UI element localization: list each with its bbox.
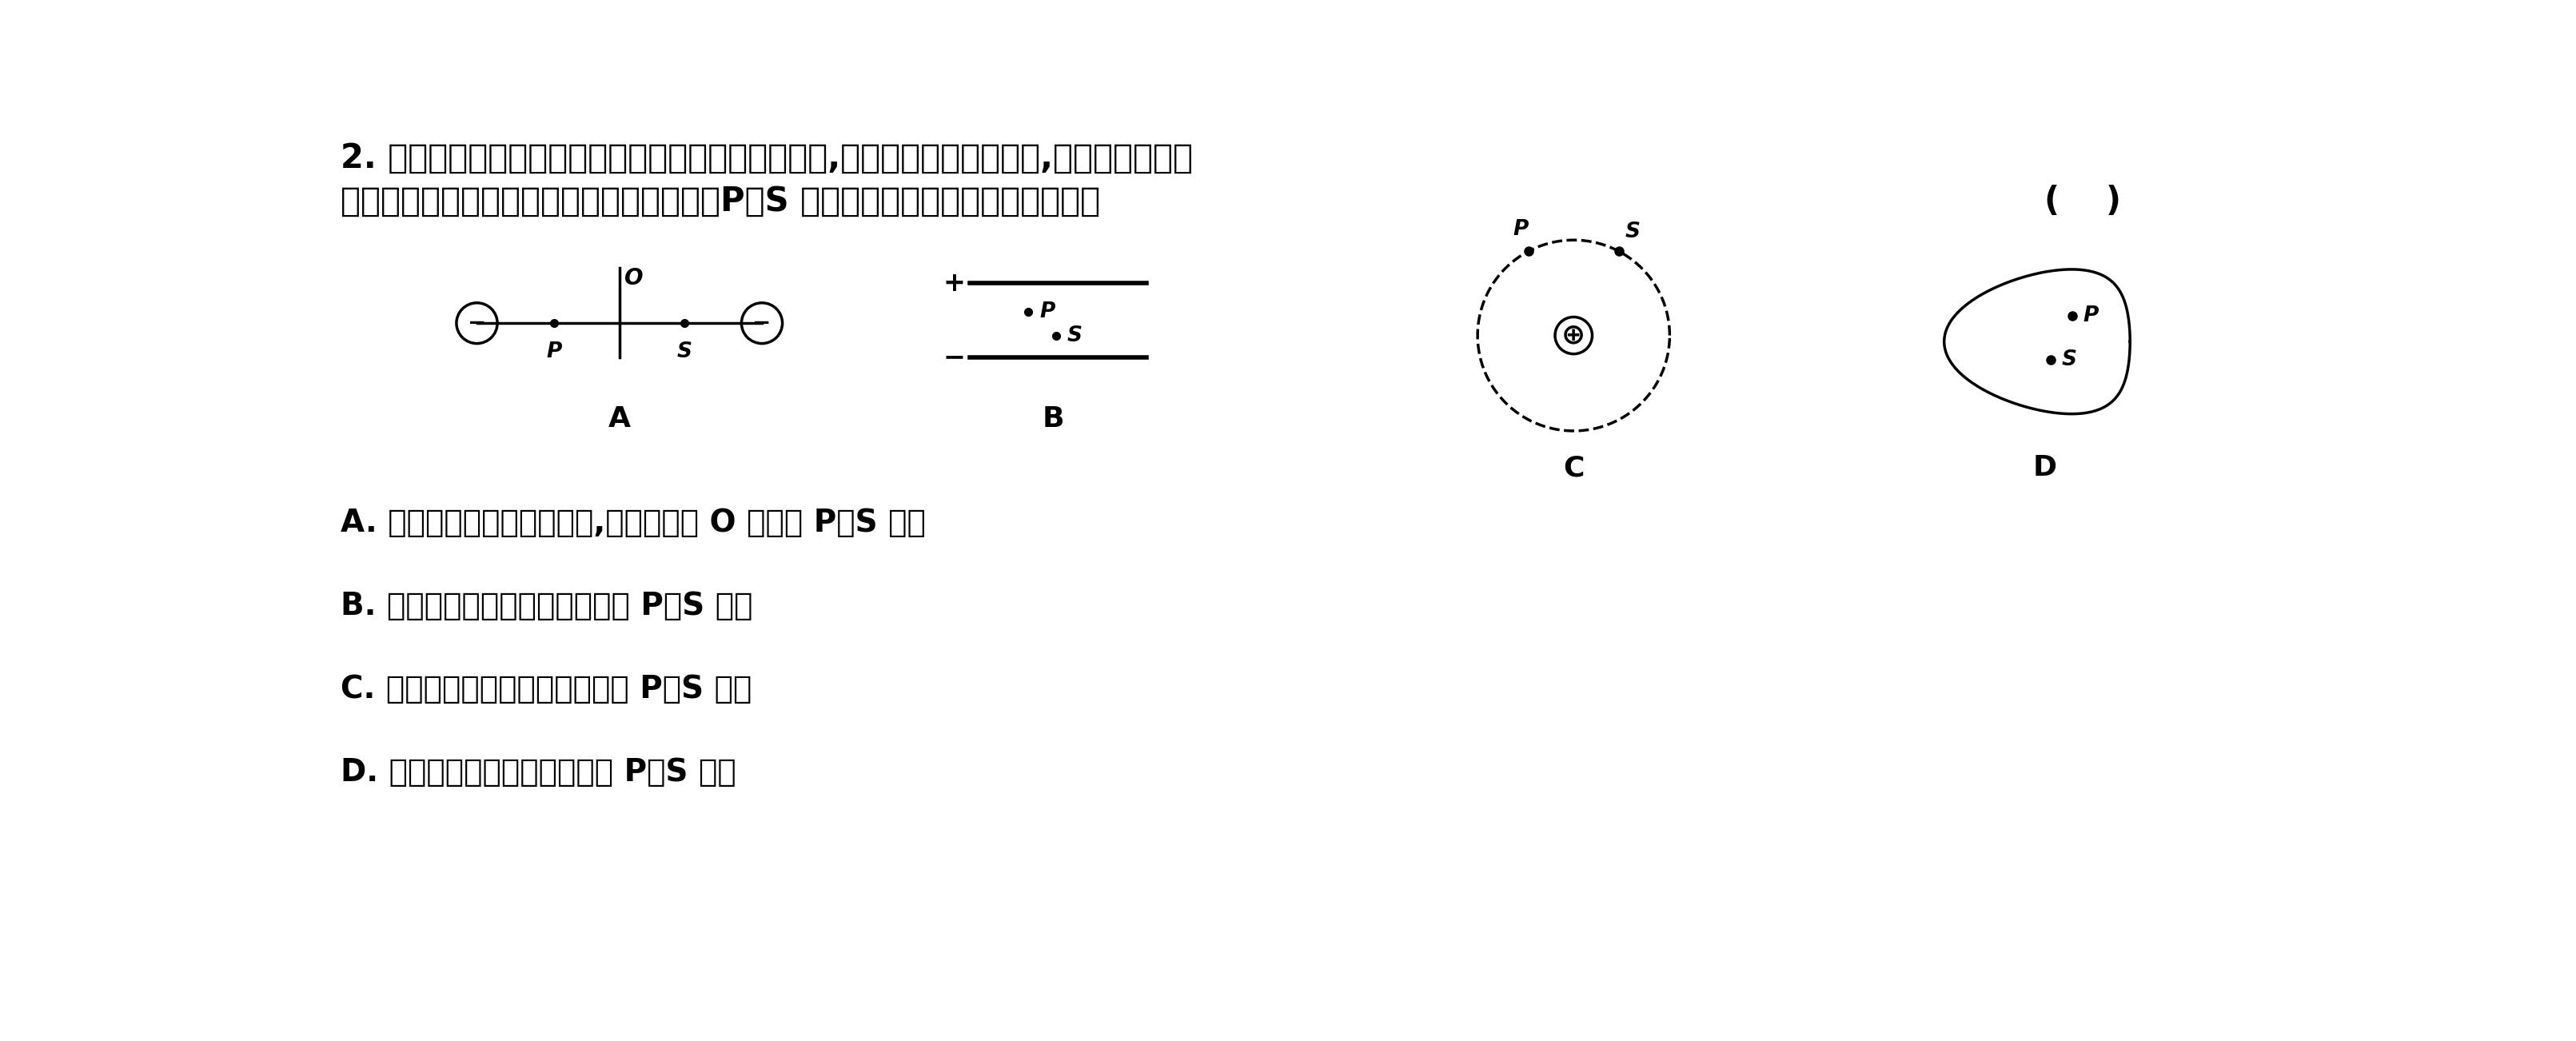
- Text: P: P: [1041, 302, 1056, 323]
- Text: S: S: [677, 341, 693, 362]
- Text: 2. 电场强度和电势是静电场中两个非常重要的物理量,场强反映电场力的性质,电势反映电场能: 2. 电场强度和电势是静电场中两个非常重要的物理量,场强反映电场力的性质,电势反…: [340, 142, 1193, 175]
- Text: C: C: [1564, 454, 1584, 481]
- Text: D: D: [2032, 454, 2056, 481]
- Text: (    ): ( ): [2045, 184, 2120, 219]
- Text: S: S: [1625, 221, 1641, 242]
- Text: P: P: [546, 341, 562, 362]
- Text: −: −: [943, 344, 966, 371]
- Text: O: O: [623, 266, 644, 289]
- Text: +: +: [943, 270, 966, 297]
- Text: A: A: [608, 405, 631, 432]
- Text: B: B: [1043, 405, 1064, 432]
- Text: P: P: [1512, 220, 1528, 240]
- Text: −: −: [752, 312, 770, 334]
- Text: S: S: [2061, 350, 2076, 371]
- Text: B. 带电平行板电容器两极板间的 P、S 两点: B. 带电平行板电容器两极板间的 P、S 两点: [340, 591, 752, 621]
- Text: C. 以正点电荷为圆心的圆周上的 P、S 两点: C. 以正点电荷为圆心的圆周上的 P、S 两点: [340, 675, 752, 705]
- Text: ⊕: ⊕: [1561, 322, 1587, 349]
- Text: A. 两个等量同种电荷连线上,与连线中点 O 等距的 P、S 两点: A. 两个等量同种电荷连线上,与连线中点 O 等距的 P、S 两点: [340, 508, 925, 538]
- Text: 的性质。在如图所示真空空间的静电场中，P、S 两点的电场强度和电势均相同的是: 的性质。在如图所示真空空间的静电场中，P、S 两点的电场强度和电势均相同的是: [340, 184, 1100, 219]
- Text: S: S: [1066, 325, 1082, 346]
- Text: D. 位于静电平衡的导体内部的 P、S 两点: D. 位于静电平衡的导体内部的 P、S 两点: [340, 757, 737, 788]
- Text: P: P: [2084, 305, 2099, 326]
- Text: −: −: [469, 312, 487, 334]
